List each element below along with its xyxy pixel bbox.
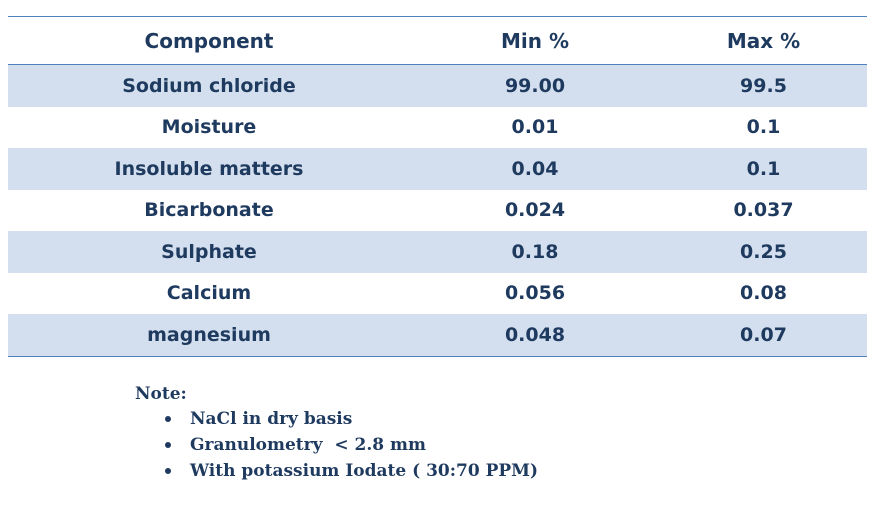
- note-item-text: NaCl in dry basis: [190, 409, 353, 429]
- note-item-text: Granulometry < 2.8 mm: [190, 435, 426, 455]
- header-min: Min %: [501, 28, 569, 53]
- note-list: NaCl in dry basis Granulometry < 2.8 mm …: [135, 406, 538, 484]
- table-header-row: Component Min % Max %: [8, 16, 867, 65]
- note-title: Note:: [135, 384, 187, 404]
- component-cell: Moisture: [161, 116, 257, 139]
- list-item: With potassium Iodate ( 30:70 PPM): [135, 458, 538, 484]
- max-cell: 0.07: [660, 314, 867, 356]
- min-cell: 0.024: [504, 199, 566, 222]
- max-cell: 0.037: [733, 199, 794, 222]
- table-row: Sodium chloride 99.00 99.5: [8, 64, 867, 107]
- table-row: Moisture 0.01 0.1: [8, 107, 867, 149]
- table-row: Calcium 0.056 0.08: [8, 273, 867, 315]
- min-cell: 0.048: [410, 314, 660, 356]
- min-cell: 99.00: [410, 64, 660, 107]
- max-cell: 99.5: [660, 64, 867, 107]
- max-cell: 0.08: [740, 282, 787, 305]
- bullet-icon: [165, 468, 171, 474]
- component-cell: Sulphate: [8, 231, 410, 273]
- min-cell: 0.18: [410, 231, 660, 273]
- note-item-text: With potassium Iodate ( 30:70 PPM): [190, 461, 539, 481]
- component-cell: Sodium chloride: [8, 64, 410, 107]
- component-cell: Bicarbonate: [144, 199, 274, 222]
- header-component: Component: [144, 28, 274, 53]
- table-row: Sulphate 0.18 0.25: [8, 231, 867, 273]
- component-cell: Calcium: [166, 282, 252, 305]
- note-section: Note: NaCl in dry basis Granulometry < 2…: [135, 384, 538, 484]
- list-item: NaCl in dry basis: [135, 406, 538, 432]
- composition-table: Component Min % Max % Sodium chloride 99…: [8, 16, 867, 357]
- list-item: Granulometry < 2.8 mm: [135, 432, 538, 458]
- min-cell: 0.01: [511, 116, 559, 139]
- table-row: Insoluble matters 0.04 0.1: [8, 148, 867, 190]
- bullet-icon: [165, 416, 171, 422]
- table-row: magnesium 0.048 0.07: [8, 314, 867, 356]
- composition-table-container: Component Min % Max % Sodium chloride 99…: [8, 16, 867, 357]
- component-cell: Insoluble matters: [8, 148, 410, 190]
- component-cell: magnesium: [8, 314, 410, 356]
- max-cell: 0.1: [660, 148, 867, 190]
- min-cell: 0.04: [410, 148, 660, 190]
- min-cell: 0.056: [504, 282, 566, 305]
- header-max: Max %: [726, 28, 801, 53]
- bullet-icon: [165, 442, 171, 448]
- table-row: Bicarbonate 0.024 0.037: [8, 190, 867, 232]
- max-cell: 0.25: [660, 231, 867, 273]
- max-cell: 0.1: [746, 116, 781, 139]
